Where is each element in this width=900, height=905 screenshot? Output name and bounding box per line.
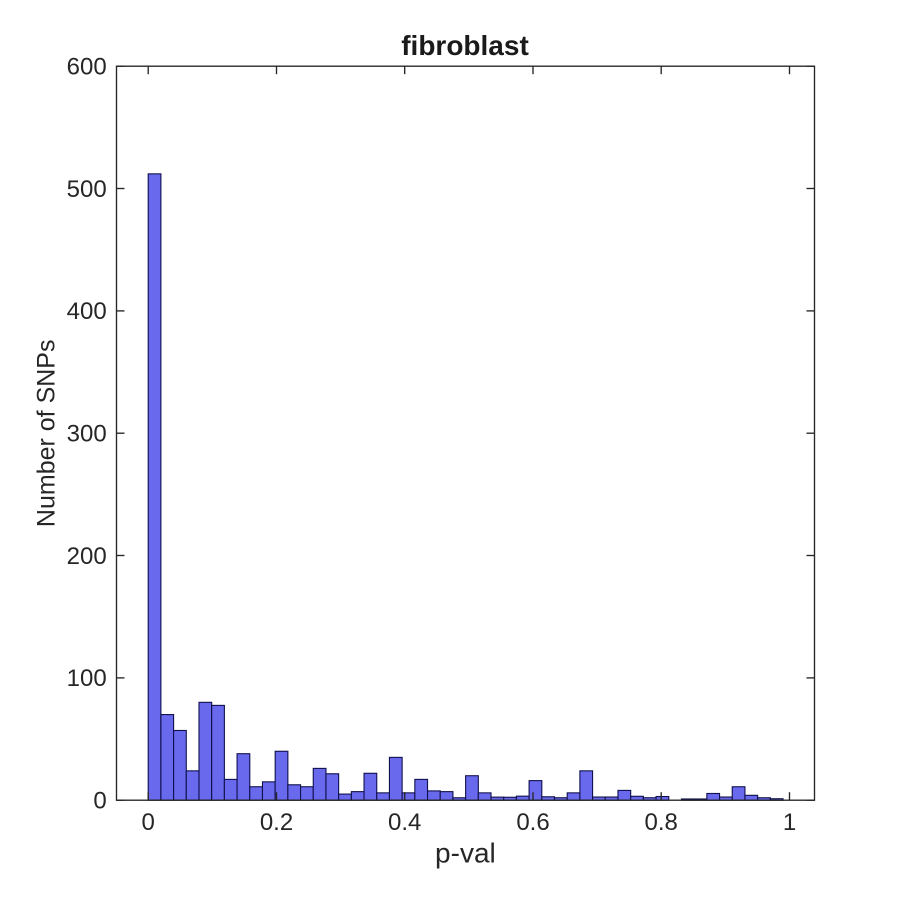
svg-text:400: 400 xyxy=(67,298,107,325)
svg-text:1: 1 xyxy=(783,809,796,836)
svg-text:200: 200 xyxy=(67,543,107,570)
svg-text:Number of SNPs: Number of SNPs xyxy=(33,340,61,528)
svg-text:fibroblast: fibroblast xyxy=(401,30,529,61)
svg-text:600: 600 xyxy=(67,54,107,81)
svg-text:0.2: 0.2 xyxy=(260,809,293,836)
svg-text:500: 500 xyxy=(67,176,107,203)
svg-text:0: 0 xyxy=(93,788,106,815)
svg-text:100: 100 xyxy=(67,665,107,692)
svg-text:0.4: 0.4 xyxy=(388,809,421,836)
svg-text:0: 0 xyxy=(142,809,155,836)
svg-text:0.6: 0.6 xyxy=(516,809,549,836)
svg-text:0.8: 0.8 xyxy=(645,809,678,836)
svg-text:p-val: p-val xyxy=(435,838,496,869)
svg-text:300: 300 xyxy=(67,421,107,448)
